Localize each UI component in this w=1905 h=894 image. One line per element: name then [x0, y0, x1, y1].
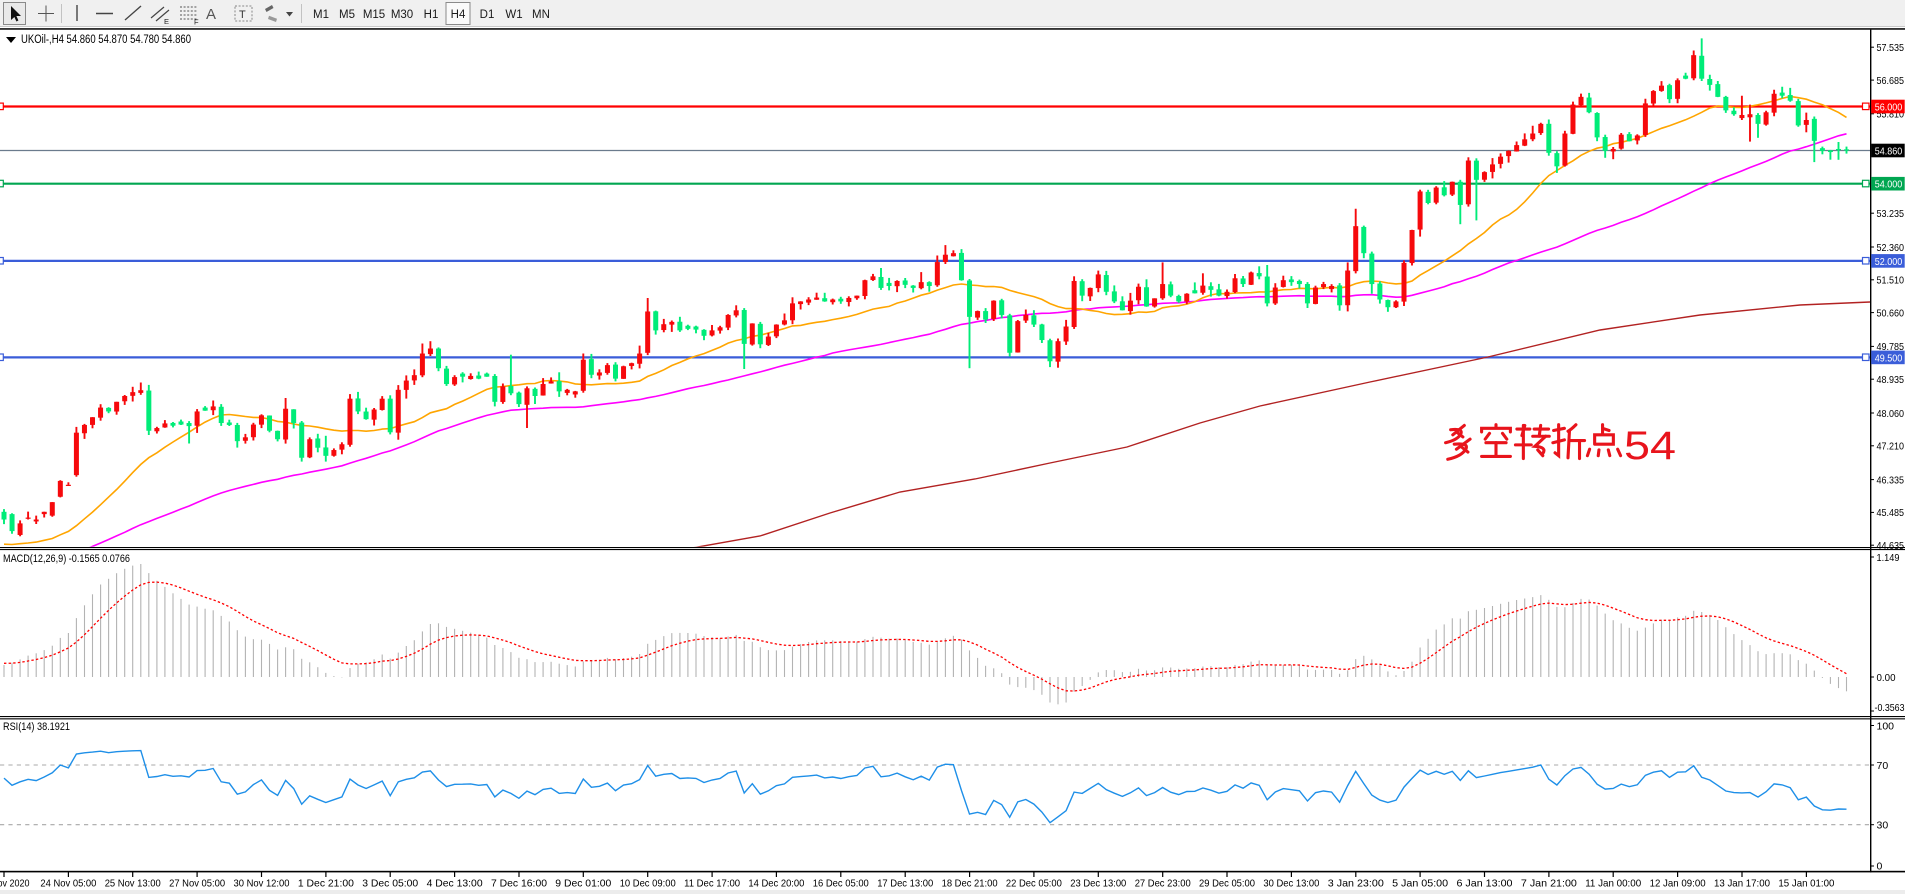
svg-text:53.235: 53.235 [1877, 208, 1905, 220]
svg-text:3 Jan 23:00: 3 Jan 23:00 [1328, 878, 1384, 890]
svg-text:44.635: 44.635 [1877, 540, 1905, 552]
svg-text:29 Dec 05:00: 29 Dec 05:00 [1199, 878, 1255, 890]
svg-text:M15: M15 [363, 9, 385, 21]
svg-text:11 Dec 17:00: 11 Dec 17:00 [684, 878, 740, 890]
svg-text:14 Dec 20:00: 14 Dec 20:00 [748, 878, 804, 890]
svg-text:51.510: 51.510 [1877, 275, 1905, 287]
svg-text:56.000: 56.000 [1875, 102, 1903, 114]
svg-text:54.860: 54.860 [1875, 146, 1903, 158]
svg-text:24 Nov 05:00: 24 Nov 05:00 [40, 878, 96, 890]
svg-text:F: F [194, 18, 199, 27]
svg-text:50.660: 50.660 [1877, 307, 1905, 319]
svg-text:0: 0 [1877, 861, 1883, 873]
svg-text:9 Dec 01:00: 9 Dec 01:00 [555, 878, 611, 890]
svg-text:H4: H4 [451, 9, 466, 21]
svg-text:5 Jan 05:00: 5 Jan 05:00 [1392, 878, 1448, 890]
svg-text:30 Dec 13:00: 30 Dec 13:00 [1263, 878, 1319, 890]
svg-text:30 Nov 12:00: 30 Nov 12:00 [234, 878, 290, 890]
svg-text:MN: MN [532, 9, 550, 21]
svg-text:30: 30 [1877, 820, 1889, 832]
svg-text:56.685: 56.685 [1877, 75, 1905, 87]
svg-text:0.00: 0.00 [1877, 672, 1896, 684]
svg-text:E: E [164, 17, 169, 26]
svg-text:H1: H1 [424, 9, 439, 21]
svg-text:57.535: 57.535 [1877, 42, 1905, 54]
svg-text:A: A [206, 6, 216, 23]
svg-text:M1: M1 [313, 9, 329, 21]
svg-text:RSI(14) 38.1921: RSI(14) 38.1921 [3, 721, 70, 733]
svg-text:100: 100 [1877, 720, 1895, 732]
svg-text:1.149: 1.149 [1877, 552, 1900, 564]
svg-text:16 Dec 05:00: 16 Dec 05:00 [813, 878, 869, 890]
svg-text:47.210: 47.210 [1877, 441, 1905, 453]
svg-text:49.785: 49.785 [1877, 341, 1905, 353]
svg-text:M30: M30 [391, 9, 413, 21]
svg-text:45.485: 45.485 [1877, 507, 1905, 519]
svg-text:27 Dec 23:00: 27 Dec 23:00 [1135, 878, 1191, 890]
svg-text:52.000: 52.000 [1875, 256, 1903, 268]
svg-text:3 Dec 05:00: 3 Dec 05:00 [362, 878, 418, 890]
svg-text:46.335: 46.335 [1877, 474, 1905, 486]
svg-text:M5: M5 [339, 9, 355, 21]
svg-text:T: T [239, 9, 246, 21]
svg-text:54.000: 54.000 [1875, 179, 1903, 191]
svg-text:11 Jan 00:00: 11 Jan 00:00 [1585, 878, 1641, 890]
svg-text:7 Jan 21:00: 7 Jan 21:00 [1521, 878, 1577, 890]
svg-text:27 Nov 05:00: 27 Nov 05:00 [169, 878, 225, 890]
svg-text:18 Dec 21:00: 18 Dec 21:00 [942, 878, 998, 890]
svg-text:12 Jan 09:00: 12 Jan 09:00 [1650, 878, 1706, 890]
svg-text:UKOil-,H4 54.860 54.870 54.78: UKOil-,H4 54.860 54.870 54.780 54.860 [21, 34, 191, 46]
svg-text:22 Dec 05:00: 22 Dec 05:00 [1006, 878, 1062, 890]
svg-text:13 Jan 17:00: 13 Jan 17:00 [1714, 878, 1770, 890]
svg-text:48.060: 48.060 [1877, 408, 1905, 420]
svg-text:22 Nov 2020: 22 Nov 2020 [0, 878, 30, 890]
svg-text:D1: D1 [480, 9, 495, 21]
svg-text:52.360: 52.360 [1877, 242, 1905, 254]
svg-text:1 Dec 21:00: 1 Dec 21:00 [298, 878, 354, 890]
svg-text:48.935: 48.935 [1877, 374, 1905, 386]
svg-text:54: 54 [1624, 424, 1676, 468]
svg-text:4 Dec 13:00: 4 Dec 13:00 [427, 878, 483, 890]
svg-text:-0.3563: -0.3563 [1875, 702, 1905, 714]
svg-text:W1: W1 [505, 9, 522, 21]
svg-text:17 Dec 13:00: 17 Dec 13:00 [877, 878, 933, 890]
svg-text:6 Jan 13:00: 6 Jan 13:00 [1457, 878, 1513, 890]
svg-text:7 Dec 16:00: 7 Dec 16:00 [491, 878, 547, 890]
svg-text:15 Jan 01:00: 15 Jan 01:00 [1778, 878, 1834, 890]
svg-text:25 Nov 13:00: 25 Nov 13:00 [105, 878, 161, 890]
svg-text:MACD(12,26,9) -0.1565 0.0766: MACD(12,26,9) -0.1565 0.0766 [3, 553, 130, 565]
svg-text:23 Dec 13:00: 23 Dec 13:00 [1070, 878, 1126, 890]
svg-text:49.500: 49.500 [1875, 352, 1903, 364]
svg-text:10 Dec 09:00: 10 Dec 09:00 [620, 878, 676, 890]
svg-text:70: 70 [1877, 760, 1889, 772]
